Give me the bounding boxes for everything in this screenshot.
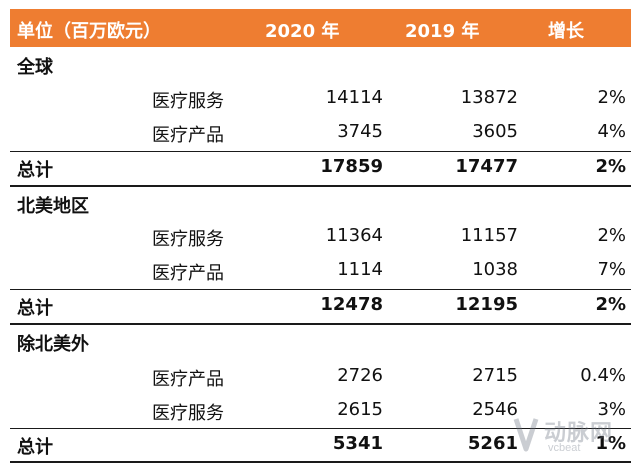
row-label: 医疗服务	[152, 229, 224, 250]
watermark-text: 动脉网	[544, 421, 614, 446]
total-label: 总计	[17, 437, 53, 458]
value-growth: 2%	[597, 225, 626, 246]
table-header: 单位（百万欧元） 2020 年 2019 年 增长	[10, 9, 631, 47]
table-bottom-border	[10, 461, 631, 463]
value-growth: 3%	[597, 399, 626, 420]
section-title-row: 北美地区	[10, 188, 631, 220]
header-unit: 单位（百万欧元）	[17, 21, 161, 42]
value-2020: 1114	[337, 259, 383, 280]
table-row: 医疗服务 2615 2546 3%	[10, 395, 631, 427]
value-2020: 3745	[337, 121, 383, 142]
section-title: 全球	[17, 57, 53, 78]
value-growth: 7%	[597, 259, 626, 280]
total-2019: 5261	[467, 433, 518, 454]
row-divider	[10, 428, 631, 429]
value-growth: 0.4%	[580, 365, 626, 386]
row-label: 医疗产品	[152, 263, 224, 284]
watermark-subtext: vcbeat	[548, 442, 581, 454]
value-2019: 2715	[472, 365, 518, 386]
section-title: 北美地区	[17, 196, 89, 217]
value-2020: 14114	[325, 87, 383, 108]
total-growth: 2%	[595, 294, 626, 315]
section-title-row: 除北美外	[10, 326, 631, 358]
section-divider	[10, 323, 631, 325]
value-2020: 11364	[325, 225, 383, 246]
header-growth: 增长	[548, 21, 584, 42]
total-2020: 5341	[332, 433, 383, 454]
total-2020: 17859	[320, 156, 383, 177]
financial-table: 单位（百万欧元） 2020 年 2019 年 增长 全球 医疗服务 14114 …	[10, 9, 631, 463]
table-row: 医疗产品 1114 1038 7%	[10, 255, 631, 287]
total-growth: 2%	[595, 156, 626, 177]
header-2020: 2020 年	[265, 21, 340, 42]
row-label: 医疗产品	[152, 125, 224, 146]
value-2019: 11157	[460, 225, 518, 246]
value-growth: 4%	[597, 121, 626, 142]
value-2019: 13872	[460, 87, 518, 108]
row-label: 医疗服务	[152, 91, 224, 112]
table-row: 医疗服务 14114 13872 2%	[10, 83, 631, 115]
table-row: 医疗产品 2726 2715 0.4%	[10, 361, 631, 393]
table-row: 医疗服务 11364 11157 2%	[10, 221, 631, 253]
row-label: 医疗产品	[152, 369, 224, 390]
total-2019: 12195	[455, 294, 518, 315]
total-row: 总计 12478 12195 2%	[10, 290, 631, 322]
section-title: 除北美外	[17, 334, 89, 355]
table-row: 医疗产品 3745 3605 4%	[10, 117, 631, 149]
value-2020: 2726	[337, 365, 383, 386]
total-label: 总计	[17, 298, 53, 319]
total-growth: 1%	[595, 433, 626, 454]
row-divider	[10, 151, 631, 152]
total-label: 总计	[17, 160, 53, 181]
value-2019: 2546	[472, 399, 518, 420]
watermark: 动脉网 vcbeat	[512, 413, 632, 459]
vcbeat-logo-icon	[513, 418, 539, 452]
row-divider	[10, 289, 631, 290]
section-title-row: 全球	[10, 49, 631, 81]
value-2019: 3605	[472, 121, 518, 142]
total-2019: 17477	[455, 156, 518, 177]
section-divider	[10, 185, 631, 187]
value-2020: 2615	[337, 399, 383, 420]
header-2019: 2019 年	[405, 21, 480, 42]
value-growth: 2%	[597, 87, 626, 108]
total-row: 总计 17859 17477 2%	[10, 152, 631, 184]
total-2020: 12478	[320, 294, 383, 315]
row-label: 医疗服务	[152, 403, 224, 424]
value-2019: 1038	[472, 259, 518, 280]
total-row: 总计 5341 5261 1%	[10, 429, 631, 461]
